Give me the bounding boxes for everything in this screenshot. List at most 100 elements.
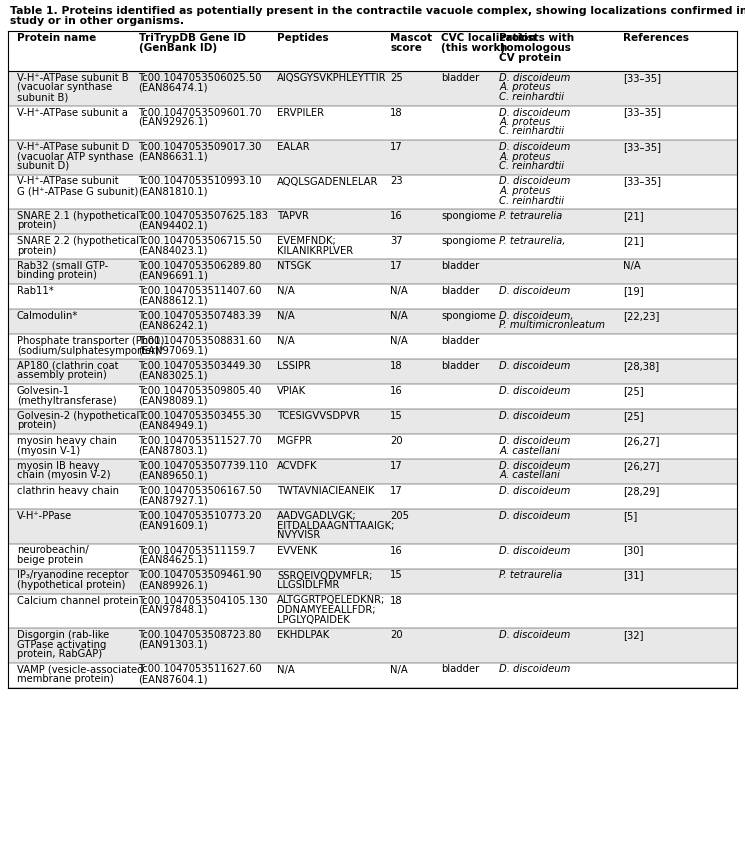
Bar bbox=[8, 234, 737, 259]
Bar bbox=[8, 384, 737, 409]
Text: bladder: bladder bbox=[441, 286, 479, 296]
Text: Peptides: Peptides bbox=[277, 33, 329, 43]
Text: D. discoideum: D. discoideum bbox=[499, 107, 571, 118]
Bar bbox=[8, 434, 737, 459]
Text: spongiome: spongiome bbox=[441, 211, 496, 221]
Text: A. proteus: A. proteus bbox=[499, 151, 551, 161]
Text: [28,38]: [28,38] bbox=[624, 361, 659, 371]
Text: Tc00.1047053509461.90: Tc00.1047053509461.90 bbox=[139, 570, 262, 581]
Text: Tc00.1047053508723.80: Tc00.1047053508723.80 bbox=[139, 630, 261, 640]
Text: DDNAMYEEALLFDR;: DDNAMYEEALLFDR; bbox=[277, 605, 375, 615]
Text: N/A: N/A bbox=[277, 311, 295, 321]
Text: ACVDFK: ACVDFK bbox=[277, 461, 317, 471]
Text: D. discoideum: D. discoideum bbox=[499, 73, 571, 83]
Text: (hypothetical protein): (hypothetical protein) bbox=[17, 580, 125, 590]
Text: 17: 17 bbox=[390, 261, 403, 271]
Text: P. tetraurelia: P. tetraurelia bbox=[499, 211, 562, 221]
Bar bbox=[8, 106, 737, 140]
Text: TWTAVNIACIEANEIK: TWTAVNIACIEANEIK bbox=[277, 486, 375, 496]
Text: Tc00.1047053510773.20: Tc00.1047053510773.20 bbox=[139, 511, 262, 521]
Text: study or in other organisms.: study or in other organisms. bbox=[10, 16, 184, 26]
Text: EVEMFNDK;: EVEMFNDK; bbox=[277, 236, 336, 246]
Text: TCESIGVVSDPVR: TCESIGVVSDPVR bbox=[277, 411, 360, 421]
Text: chain (myosin V-2): chain (myosin V-2) bbox=[17, 471, 110, 480]
Text: (vacuolar synthase: (vacuolar synthase bbox=[17, 82, 112, 93]
Text: LLGSIDLFMR: LLGSIDLFMR bbox=[277, 580, 340, 590]
Text: [33–35]: [33–35] bbox=[624, 107, 662, 118]
Text: [28,29]: [28,29] bbox=[624, 486, 660, 496]
Text: [33–35]: [33–35] bbox=[624, 73, 662, 83]
Text: spongiome: spongiome bbox=[441, 311, 496, 321]
Text: (EAN91303.1): (EAN91303.1) bbox=[139, 639, 208, 649]
Text: Protein name: Protein name bbox=[17, 33, 96, 43]
Text: bladder: bladder bbox=[441, 361, 479, 371]
Text: [33–35]: [33–35] bbox=[624, 176, 662, 186]
Text: N/A: N/A bbox=[390, 336, 408, 346]
Text: SNARE 2.1 (hypothetical: SNARE 2.1 (hypothetical bbox=[17, 211, 139, 221]
Text: Tc00.1047053511159.7: Tc00.1047053511159.7 bbox=[139, 545, 256, 556]
Text: (EAN86631.1): (EAN86631.1) bbox=[139, 151, 208, 161]
Text: D. discoideum: D. discoideum bbox=[499, 361, 571, 371]
Text: SSRQEIVQDVMFLR;: SSRQEIVQDVMFLR; bbox=[277, 570, 372, 581]
Text: [30]: [30] bbox=[624, 545, 644, 556]
Bar bbox=[8, 31, 737, 71]
Text: TAPVR: TAPVR bbox=[277, 211, 309, 221]
Text: D. discoideum: D. discoideum bbox=[499, 461, 571, 471]
Text: G (H⁺-ATPase G subunit): G (H⁺-ATPase G subunit) bbox=[17, 186, 138, 196]
Text: [21]: [21] bbox=[624, 236, 644, 246]
Text: [26,27]: [26,27] bbox=[624, 461, 660, 471]
Text: membrane protein): membrane protein) bbox=[17, 674, 113, 684]
Text: (EAN87604.1): (EAN87604.1) bbox=[139, 674, 208, 684]
Text: 16: 16 bbox=[390, 386, 403, 396]
Text: [22,23]: [22,23] bbox=[624, 311, 660, 321]
Text: spongiome: spongiome bbox=[441, 236, 496, 246]
Text: 25: 25 bbox=[390, 73, 403, 83]
Text: [21]: [21] bbox=[624, 211, 644, 221]
Text: AQQLSGADENLELAR: AQQLSGADENLELAR bbox=[277, 176, 378, 186]
Text: (vacuolar ATP synthase: (vacuolar ATP synthase bbox=[17, 151, 133, 161]
Text: D. discoideum: D. discoideum bbox=[499, 511, 571, 521]
Text: Tc00.1047053511527.70: Tc00.1047053511527.70 bbox=[139, 436, 262, 446]
Text: NVYVISR: NVYVISR bbox=[277, 530, 320, 540]
Text: [33–35]: [33–35] bbox=[624, 142, 662, 152]
Text: D. discoideum: D. discoideum bbox=[499, 665, 571, 674]
Text: [26,27]: [26,27] bbox=[624, 436, 660, 446]
Text: (EAN88612.1): (EAN88612.1) bbox=[139, 295, 208, 306]
Text: (EAN97069.1): (EAN97069.1) bbox=[139, 345, 209, 356]
Text: LSSIPR: LSSIPR bbox=[277, 361, 311, 371]
Text: binding protein): binding protein) bbox=[17, 271, 97, 281]
Text: D. discoideum: D. discoideum bbox=[499, 411, 571, 421]
Text: (EAN89650.1): (EAN89650.1) bbox=[139, 471, 208, 480]
Text: 15: 15 bbox=[390, 570, 403, 581]
Text: 17: 17 bbox=[390, 142, 403, 152]
Text: Tc00.1047053509805.40: Tc00.1047053509805.40 bbox=[139, 386, 261, 396]
Text: 16: 16 bbox=[390, 545, 403, 556]
Text: assembly protein): assembly protein) bbox=[17, 370, 107, 381]
Text: P. tetraurelia,: P. tetraurelia, bbox=[499, 236, 565, 246]
Text: (EAN86242.1): (EAN86242.1) bbox=[139, 320, 208, 331]
Text: D. discoideum: D. discoideum bbox=[499, 176, 571, 186]
Text: P. tetraurelia: P. tetraurelia bbox=[499, 570, 562, 581]
Text: Tc00.1047053503455.30: Tc00.1047053503455.30 bbox=[139, 411, 261, 421]
Text: (EAN96691.1): (EAN96691.1) bbox=[139, 271, 209, 281]
Text: subunit D): subunit D) bbox=[17, 161, 69, 171]
Text: GTPase activating: GTPase activating bbox=[17, 639, 107, 649]
Text: Tc00.1047053511407.60: Tc00.1047053511407.60 bbox=[139, 286, 262, 296]
Text: Tc00.1047053507483.39: Tc00.1047053507483.39 bbox=[139, 311, 261, 321]
Text: (this work): (this work) bbox=[441, 43, 505, 53]
Text: N/A: N/A bbox=[277, 336, 295, 346]
Text: ERVPILER: ERVPILER bbox=[277, 107, 324, 118]
Text: (EAN86474.1): (EAN86474.1) bbox=[139, 82, 208, 93]
Text: Tc00.1047053510993.10: Tc00.1047053510993.10 bbox=[139, 176, 262, 186]
Text: Mascot: Mascot bbox=[390, 33, 432, 43]
Text: bladder: bladder bbox=[441, 261, 479, 271]
Text: (EAN92926.1): (EAN92926.1) bbox=[139, 117, 209, 127]
Bar bbox=[8, 662, 737, 687]
Text: 18: 18 bbox=[390, 595, 403, 606]
Bar bbox=[8, 594, 737, 628]
Text: D. discoideum: D. discoideum bbox=[499, 286, 571, 296]
Text: Calcium channel protein: Calcium channel protein bbox=[17, 595, 139, 606]
Text: protein): protein) bbox=[17, 221, 56, 230]
Text: 20: 20 bbox=[390, 436, 403, 446]
Text: EITDALDAAGNTTAAIGK;: EITDALDAAGNTTAAIGK; bbox=[277, 521, 394, 531]
